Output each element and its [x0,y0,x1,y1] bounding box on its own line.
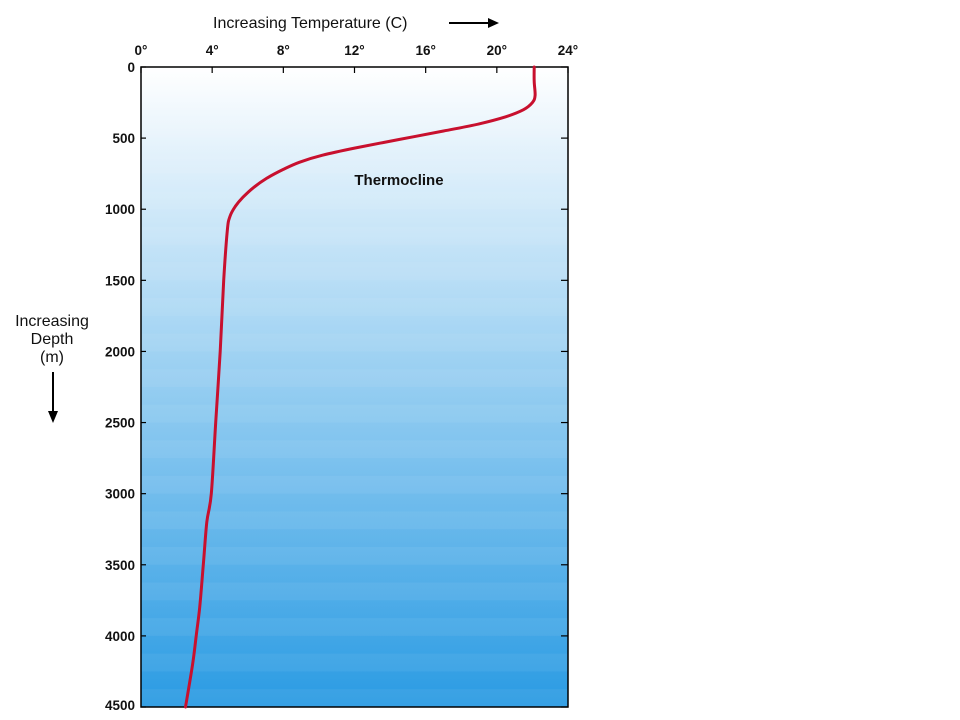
depth-band [141,155,568,174]
plot-background [141,67,568,707]
depth-band [141,333,568,352]
x-tick-label: 8° [277,43,290,58]
depth-band [141,369,568,387]
y-tick-label: 2000 [105,344,135,359]
depth-band [141,191,568,210]
y-tick-label: 4000 [105,629,135,644]
x-axis-title: Increasing Temperature (C) [213,15,407,32]
depth-band [141,262,568,281]
y-tick-label: 3500 [105,558,135,573]
depth-band [141,84,568,103]
down-arrow-icon [48,372,58,423]
x-tick-label: 24° [558,43,578,58]
x-tick-label: 12° [344,43,364,58]
y-tick-label: 4500 [105,698,135,713]
depth-band [141,689,568,707]
y-axis-title-line-3: (m) [40,349,64,366]
y-tick-label: 1500 [105,273,135,288]
y-axis-title-line-1: Increasing [15,313,89,330]
x-tick-label: 16° [415,43,435,58]
depth-bands [141,84,568,707]
y-tick-label: 0 [127,60,135,75]
y-tick-label: 500 [112,131,135,146]
depth-band [141,511,568,530]
y-tick-label: 2500 [105,416,135,431]
x-tick-label: 4° [206,43,219,58]
x-tick-label: 20° [487,43,507,58]
depth-band [141,653,568,672]
thermocline-label: Thermocline [354,172,443,189]
depth-band [141,582,568,601]
right-arrow-icon [449,18,499,28]
temperature-profile-line [184,65,537,709]
x-axis-ticks: 0° 4° 8° 12° 16° 20° 24° [135,43,578,73]
depth-band [141,120,568,139]
depth-band [141,298,568,316]
depth-band [141,547,568,565]
y-tick-label: 3000 [105,487,135,502]
depth-band [141,475,568,494]
depth-band [141,404,568,423]
y-axis-ticks: 0 500 1000 1500 2000 2500 3000 3500 4000 4500 [105,60,568,713]
y-axis-title-line-2: Depth [31,331,74,348]
depth-band [141,440,568,459]
depth-band [141,618,568,636]
y-tick-label: 1000 [105,202,135,217]
depth-band [141,227,568,245]
x-tick-label: 0° [135,43,148,58]
